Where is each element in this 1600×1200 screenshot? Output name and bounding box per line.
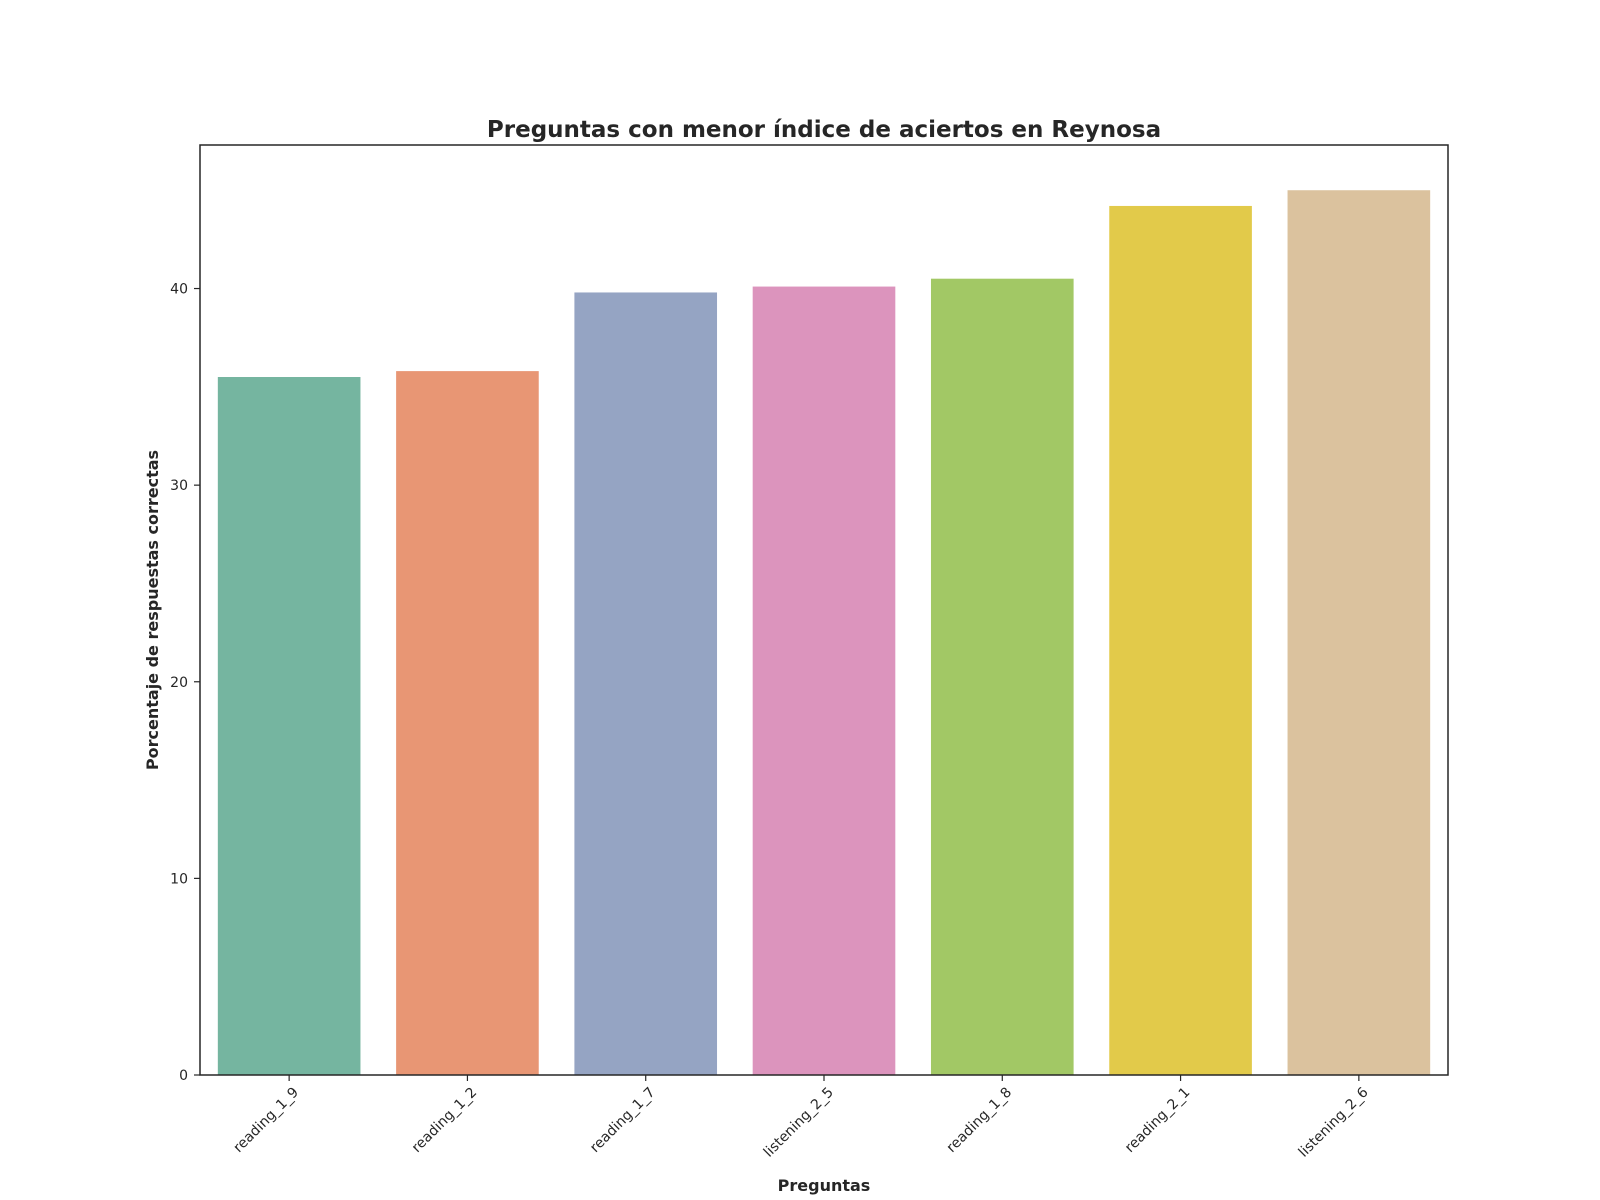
x-tick-label-reading_1_2: reading_1_2 [409,1085,480,1156]
x-tick-label-reading_2_1: reading_2_1 [1122,1085,1193,1156]
bar-reading_1_8 [930,278,1074,1075]
bar-reading_1_7 [574,292,718,1075]
y-tick-label: 0 [179,1068,188,1084]
bar-reading_1_2 [396,371,539,1075]
x-axis-label: Preguntas [778,1176,871,1195]
x-tick-label-reading_1_7: reading_1_7 [587,1085,658,1156]
x-tick-label-reading_1_8: reading_1_8 [944,1085,1015,1156]
bar-reading_1_9 [217,377,361,1076]
bar-listening_2_5 [752,286,896,1076]
bars-group [217,190,1431,1076]
chart-title: Preguntas con menor índice de aciertos e… [487,117,1161,143]
bar-listening_2_6 [1287,190,1431,1075]
y-tick-label: 10 [170,871,188,887]
y-axis: 0 10 20 30 40 [170,282,200,1084]
x-tick-label-reading_1_9: reading_1_9 [231,1085,302,1156]
x-tick-label-listening_2_5: listening_2_5 [761,1085,837,1161]
x-axis: reading_1_9 reading_1_2 reading_1_7 listeni… [231,1075,1372,1161]
y-tick-label: 30 [170,478,188,494]
y-axis-label: Porcentaje de respuestas correctas [143,450,162,770]
bar-reading_2_1 [1109,205,1252,1076]
x-tick-label-listening_2_6: listening_2_6 [1296,1084,1372,1160]
y-tick-label: 40 [170,282,188,298]
y-tick-label: 20 [170,675,188,691]
